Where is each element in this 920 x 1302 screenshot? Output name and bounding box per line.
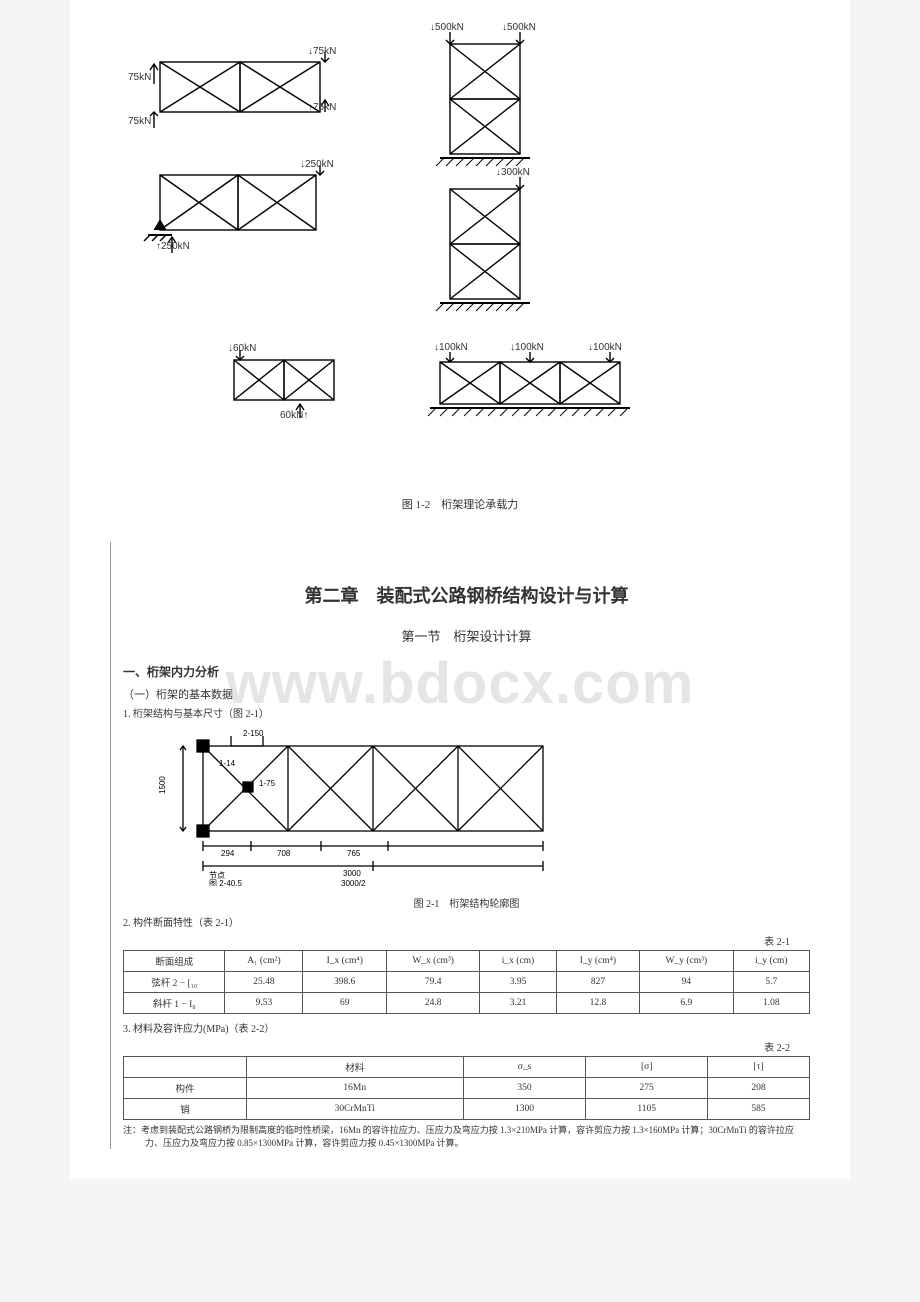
table-header: [τ] <box>707 1057 809 1078</box>
load-label: ↓60kN <box>228 343 256 354</box>
table-cell: 3.95 <box>480 972 556 993</box>
para-material-allowable: 3. 材料及容许应力(MPa)（表 2-2） <box>123 1020 810 1035</box>
table-cell: 69 <box>303 993 387 1014</box>
table-cell: 94 <box>640 972 733 993</box>
load-label: 75kN <box>128 116 151 127</box>
table-cell: 208 <box>707 1078 809 1099</box>
table-cell: 5.7 <box>733 972 809 993</box>
page-container: www.bdocx.com 75kN ↓75kN ↑75kN 75kN <box>70 0 850 1179</box>
table-cell: 16Mn <box>247 1078 464 1099</box>
table-header: 材料 <box>247 1057 464 1078</box>
diagram-grid: 75kN ↓75kN ↑75kN 75kN ↓500kN <box>110 30 810 490</box>
table-row: 断面组成 A₁ (cm²) I_x (cm⁴) W_x (cm³) i_x (c… <box>124 951 810 972</box>
table-cell: 1.08 <box>733 993 809 1014</box>
load-label: ↓500kN <box>502 22 536 33</box>
dim-label: 1500 <box>158 776 167 794</box>
dim-label: 3000 <box>343 869 361 878</box>
figure-2-1-caption: 图 2-1 桁架结构轮廓图 <box>123 895 810 910</box>
table-row: 材料 σ_s [σ] [τ] <box>124 1057 810 1078</box>
table-cell: 398.6 <box>303 972 387 993</box>
figure-2-1: 2-150 1-14 1-75 1500 294 708 765 节点 图 2-… <box>153 726 810 889</box>
load-label: ↓300kN <box>496 167 530 178</box>
table-row: 构件 16Mn 350 275 208 <box>124 1078 810 1099</box>
truss-diagram-1: 75kN ↓75kN ↑75kN 75kN <box>140 50 350 130</box>
dim-label: 708 <box>277 849 291 858</box>
figure-1-2-caption: 图 1-2 桁架理论承载力 <box>110 496 810 512</box>
table-cell: 30CrMnTi <box>247 1099 464 1120</box>
table-2-1-label: 表 2-1 <box>123 933 810 948</box>
para-section-props: 2. 构件断面特性（表 2-1） <box>123 914 810 929</box>
table-header: 断面组成 <box>124 951 225 972</box>
dim-label: 294 <box>221 849 235 858</box>
load-label: 60kN↑ <box>280 410 308 421</box>
table-row: 斜杆 1 − I₈ 9.53 69 24.8 3.21 12.8 6.9 1.0… <box>124 993 810 1014</box>
table-header: [σ] <box>586 1057 707 1078</box>
heading-analysis: 一、桁架内力分析 <box>123 663 810 680</box>
truss-diagram-3: ↓250kN ↑250kN <box>130 165 350 255</box>
table-header: I_x (cm⁴) <box>303 951 387 972</box>
table-cell: 弦杆 2 − [₁₀ <box>124 972 225 993</box>
table-cell: 6.9 <box>640 993 733 1014</box>
table-cell: 12.8 <box>556 993 640 1014</box>
table-header: i_x (cm) <box>480 951 556 972</box>
dim-label: 图 2-40.5 <box>209 879 242 886</box>
load-label: ↑250kN <box>156 241 190 252</box>
load-label: ↓75kN <box>308 46 336 57</box>
table-2-2: 材料 σ_s [σ] [τ] 构件 16Mn 350 275 208 销 30C… <box>123 1056 810 1120</box>
section-title: 第一节 桁架设计计算 <box>123 626 810 645</box>
dim-label: 765 <box>347 849 361 858</box>
table-header: I_y (cm⁴) <box>556 951 640 972</box>
table-row: 弦杆 2 − [₁₀ 25.48 398.6 79.4 3.95 827 94 … <box>124 972 810 993</box>
dim-label: 1-14 <box>219 759 236 768</box>
table-header: σ_s <box>463 1057 586 1078</box>
table-2-2-label: 表 2-2 <box>123 1039 810 1054</box>
table-cell: 斜杆 1 − I₈ <box>124 993 225 1014</box>
table-cell: 构件 <box>124 1078 247 1099</box>
load-label: ↓250kN <box>300 159 334 170</box>
table-header: A₁ (cm²) <box>225 951 303 972</box>
load-label: ↓100kN <box>588 342 622 353</box>
load-label: ↓100kN <box>510 342 544 353</box>
table-cell: 585 <box>707 1099 809 1120</box>
load-label: ↓100kN <box>434 342 468 353</box>
load-label: 75kN <box>128 72 151 83</box>
table-cell: 827 <box>556 972 640 993</box>
table-cell: 275 <box>586 1078 707 1099</box>
truss-diagram-6: ↓100kN ↓100kN ↓100kN <box>420 350 650 430</box>
truss-diagram-2: ↓500kN ↓500kN <box>420 30 560 180</box>
table-cell: 79.4 <box>386 972 479 993</box>
table-cell: 销 <box>124 1099 247 1120</box>
dim-label: 3000/2 <box>341 879 366 886</box>
para-structure-dims: 1. 桁架结构与基本尺寸（图 2-1） <box>123 705 810 720</box>
chapter-title: 第二章 装配式公路钢桥结构设计与计算 <box>123 582 810 608</box>
truss-diagram-4: ↓300kN <box>420 175 560 325</box>
table-header: i_y (cm) <box>733 951 809 972</box>
table-header: W_x (cm³) <box>386 951 479 972</box>
load-label: ↑75kN <box>308 102 336 113</box>
table-2-1: 断面组成 A₁ (cm²) I_x (cm⁴) W_x (cm³) i_x (c… <box>123 950 810 1014</box>
table-cell: 1105 <box>586 1099 707 1120</box>
note-text: 注：考虑到装配式公路钢桥为限制高度的临时性桥梁，16Mn 的容许拉应力、压应力及… <box>123 1124 810 1149</box>
table-header <box>124 1057 247 1078</box>
table-cell: 25.48 <box>225 972 303 993</box>
chapter-2-section: 第二章 装配式公路钢桥结构设计与计算 第一节 桁架设计计算 一、桁架内力分析 （… <box>110 542 810 1149</box>
table-cell: 24.8 <box>386 993 479 1014</box>
load-label: ↓500kN <box>430 22 464 33</box>
truss-diagram-5: ↓60kN 60kN↑ <box>220 350 360 425</box>
table-cell: 9.53 <box>225 993 303 1014</box>
table-row: 销 30CrMnTi 1300 1105 585 <box>124 1099 810 1120</box>
table-cell: 350 <box>463 1078 586 1099</box>
table-cell: 1300 <box>463 1099 586 1120</box>
dim-label: 1-75 <box>259 779 276 788</box>
dim-label: 2-150 <box>243 729 264 738</box>
table-header: W_y (cm³) <box>640 951 733 972</box>
table-cell: 3.21 <box>480 993 556 1014</box>
heading-basic-data: （一）桁架的基本数据 <box>123 686 810 702</box>
